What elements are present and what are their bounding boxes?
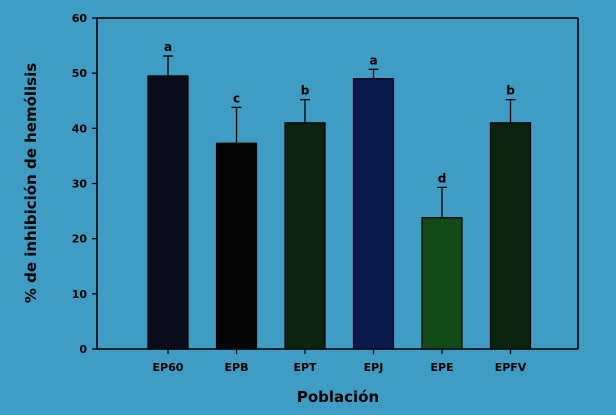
bar bbox=[147, 75, 189, 350]
y-tick-label: 0 bbox=[79, 343, 87, 356]
y-tick-label: 50 bbox=[72, 67, 88, 80]
significance-letter: b bbox=[301, 84, 310, 98]
significance-letter: d bbox=[438, 171, 447, 185]
bar bbox=[421, 217, 463, 350]
x-tick-label: EPE bbox=[430, 361, 453, 374]
x-tick-labels: EP60 EPB EPT EPJ EPE EPFV bbox=[153, 361, 527, 374]
y-tick-label: 40 bbox=[72, 122, 88, 135]
bar bbox=[489, 122, 532, 350]
bar bbox=[352, 78, 395, 350]
y-tick-label: 60 bbox=[72, 12, 88, 25]
x-tick-label: EP60 bbox=[153, 361, 184, 374]
bars: a c b a d b bbox=[147, 40, 532, 350]
y-tick-label: 10 bbox=[72, 288, 88, 301]
significance-letter: c bbox=[233, 91, 240, 105]
bar bbox=[284, 122, 326, 350]
x-tick-label: EPT bbox=[293, 361, 317, 374]
x-tick-label: EPFV bbox=[495, 361, 527, 374]
x-tick-label: EPB bbox=[225, 361, 249, 374]
significance-letter: b bbox=[506, 84, 515, 98]
significance-letter: a bbox=[369, 53, 377, 67]
y-tick-label: 30 bbox=[72, 178, 88, 191]
y-axis-label: % de inhibición de hemólisis bbox=[22, 63, 40, 303]
x-tick-label: EPJ bbox=[364, 361, 384, 374]
significance-letter: a bbox=[164, 40, 172, 54]
x-axis-label: Población bbox=[297, 388, 379, 406]
y-tick-label: 20 bbox=[72, 233, 88, 246]
bar bbox=[215, 142, 258, 350]
y-tick-labels: 0 10 20 30 40 50 60 bbox=[72, 12, 88, 356]
